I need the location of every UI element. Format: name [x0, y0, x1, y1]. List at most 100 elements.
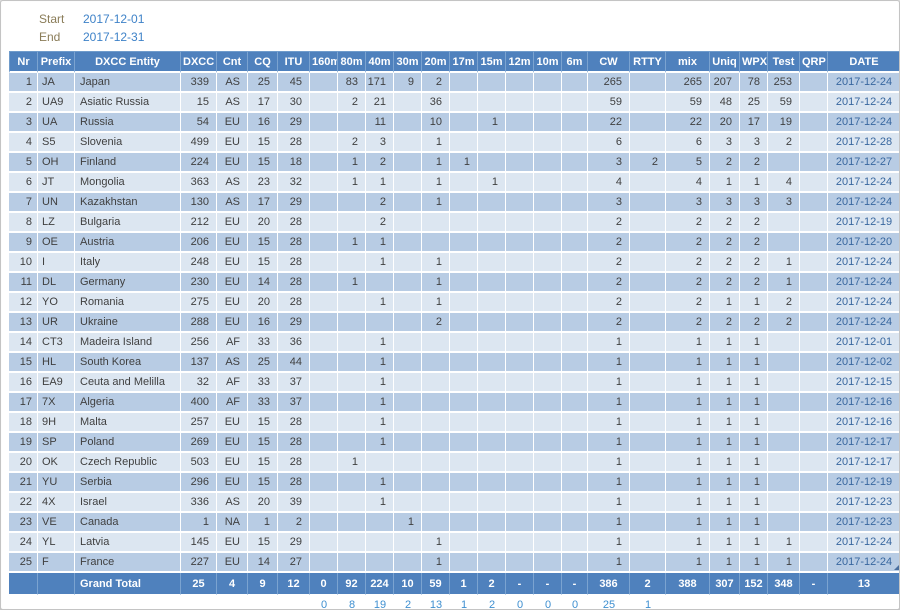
data-cell: 2: [588, 273, 630, 293]
column-header-20m[interactable]: 20m: [422, 51, 450, 73]
data-cell: [394, 453, 422, 473]
data-cell: 15: [248, 413, 278, 433]
data-cell: 5: [666, 153, 710, 173]
data-cell: 1: [478, 173, 506, 193]
data-cell: [506, 433, 534, 453]
data-cell: 1: [740, 433, 768, 453]
data-cell: [478, 193, 506, 213]
data-cell: [450, 113, 478, 133]
data-cell: [562, 313, 588, 333]
data-cell: [800, 173, 828, 193]
data-cell: 6: [666, 133, 710, 153]
data-cell: [338, 213, 366, 233]
data-cell: 1: [710, 453, 740, 473]
data-cell: [478, 413, 506, 433]
data-cell: [630, 113, 666, 133]
data-cell: [478, 213, 506, 233]
column-header-test[interactable]: Test: [768, 51, 800, 73]
column-header-cw[interactable]: CW: [588, 51, 630, 73]
column-header-qrp[interactable]: QRP: [800, 51, 828, 73]
data-cell: 4: [9, 133, 38, 153]
end-date-value[interactable]: 2017-12-31: [83, 30, 145, 44]
data-cell: 22: [666, 113, 710, 133]
data-cell: [450, 173, 478, 193]
data-cell: 29: [278, 533, 310, 553]
data-cell: Slovenia: [75, 133, 181, 153]
data-cell: EU: [217, 253, 248, 273]
data-cell: [450, 333, 478, 353]
table-row: 1 JA Japan 339 AS 25 45 83 171 9 2 265 265 207 78 253 20…: [9, 73, 899, 93]
column-header-80m[interactable]: 80m: [338, 51, 366, 73]
column-header-rtty[interactable]: RTTY: [630, 51, 666, 73]
column-header-uniq[interactable]: Uniq: [710, 51, 740, 73]
column-header-date[interactable]: DATE: [828, 51, 899, 73]
column-header-dxcc[interactable]: DXCC: [181, 51, 217, 73]
date-cell: 2017-12-24: [828, 93, 899, 113]
data-cell: [630, 493, 666, 513]
data-cell: [478, 373, 506, 393]
column-header-itu[interactable]: ITU: [278, 51, 310, 73]
band-count-value: 8: [338, 595, 366, 609]
data-cell: 1: [710, 473, 740, 493]
data-cell: [800, 453, 828, 473]
data-cell: [394, 393, 422, 413]
column-header-nr[interactable]: Nr: [9, 51, 38, 73]
column-header-dxcc-entity[interactable]: DXCC Entity: [75, 51, 181, 73]
data-cell: [338, 393, 366, 413]
data-cell: EU: [217, 133, 248, 153]
data-cell: 83: [338, 73, 366, 93]
data-cell: [768, 493, 800, 513]
column-header-15m[interactable]: 15m: [478, 51, 506, 73]
data-cell: 1: [710, 393, 740, 413]
data-cell: [450, 273, 478, 293]
band-counts-row: 0 8 19 2 13 1 2 0 0 0 25 1: [9, 595, 899, 609]
data-cell: [422, 233, 450, 253]
data-cell: AS: [217, 173, 248, 193]
data-cell: 230: [181, 273, 217, 293]
column-header-17m[interactable]: 17m: [450, 51, 478, 73]
date-cell: 2017-12-23: [828, 493, 899, 513]
column-header-prefix[interactable]: Prefix: [38, 51, 75, 73]
column-header-cnt[interactable]: Cnt: [217, 51, 248, 73]
column-header-cq[interactable]: CQ: [248, 51, 278, 73]
data-cell: [630, 173, 666, 193]
data-cell: 15: [248, 533, 278, 553]
column-header-12m[interactable]: 12m: [506, 51, 534, 73]
column-header-160m[interactable]: 160m: [310, 51, 338, 73]
data-cell: 1: [588, 373, 630, 393]
column-header-wpx[interactable]: WPX: [740, 51, 768, 73]
data-cell: 1: [768, 273, 800, 293]
data-cell: F: [38, 553, 75, 573]
data-cell: 1: [588, 473, 630, 493]
data-cell: [338, 533, 366, 553]
data-cell: [768, 393, 800, 413]
data-cell: Malta: [75, 413, 181, 433]
table-row: 8 LZ Bulgaria 212 EU 20 28 2 2 2 2 2 2017-12-19: [9, 213, 899, 233]
grand-total-value: -: [534, 573, 562, 595]
data-cell: 1: [666, 453, 710, 473]
data-cell: [310, 273, 338, 293]
start-date-value[interactable]: 2017-12-01: [83, 12, 145, 26]
data-cell: 36: [278, 333, 310, 353]
data-cell: JA: [38, 73, 75, 93]
data-cell: 17: [248, 193, 278, 213]
column-header-mix[interactable]: mix: [666, 51, 710, 73]
date-range-controls: Start 2017-12-01 End 2017-12-31: [9, 7, 892, 51]
data-cell: 59: [588, 93, 630, 113]
data-cell: 18: [9, 413, 38, 433]
data-cell: 2: [740, 273, 768, 293]
data-cell: France: [75, 553, 181, 573]
data-cell: [310, 513, 338, 533]
data-cell: 1: [666, 353, 710, 373]
column-header-6m[interactable]: 6m: [562, 51, 588, 73]
data-cell: [562, 93, 588, 113]
data-cell: 400: [181, 393, 217, 413]
data-cell: EU: [217, 453, 248, 473]
column-header-40m[interactable]: 40m: [366, 51, 394, 73]
data-cell: 1: [422, 553, 450, 573]
column-header-30m[interactable]: 30m: [394, 51, 422, 73]
grand-total-value: 224: [366, 573, 394, 595]
column-header-10m[interactable]: 10m: [534, 51, 562, 73]
data-cell: 28: [278, 253, 310, 273]
data-cell: 1: [422, 153, 450, 173]
